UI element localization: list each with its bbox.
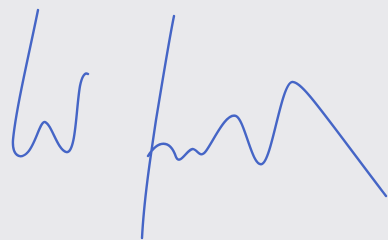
page (0, 0, 388, 240)
signature (0, 0, 388, 240)
